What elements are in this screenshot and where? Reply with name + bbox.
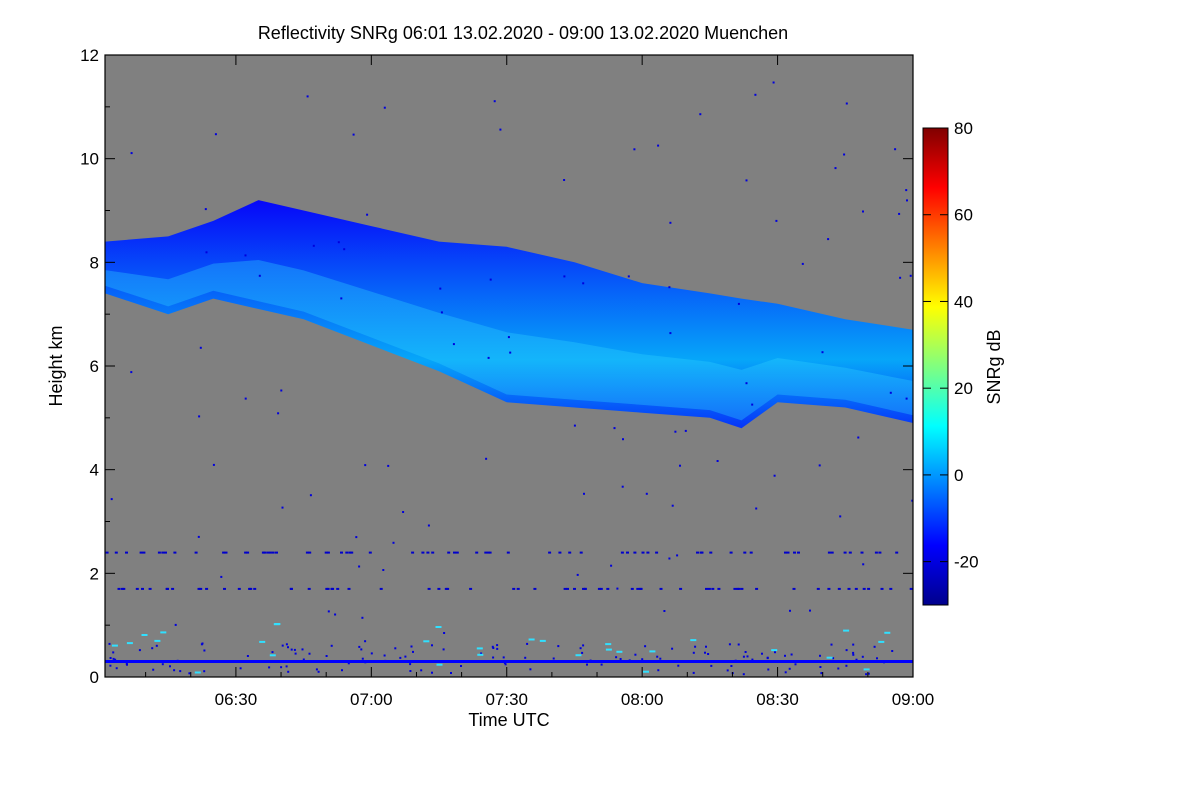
colorbar-ticks: -20 0 20 40 60 80 xyxy=(923,119,979,572)
y-tick-label: 12 xyxy=(80,46,99,65)
x-tick-label: 08:30 xyxy=(756,690,799,709)
colorbar-label: SNRg dB xyxy=(984,329,1004,404)
y-tick-label: 10 xyxy=(80,150,99,169)
x-axis: 06:30 07:00 07:30 08:00 08:30 09:00 xyxy=(145,55,935,709)
x-axis-label: Time UTC xyxy=(468,710,549,730)
x-tick-label: 06:30 xyxy=(215,690,258,709)
colorbar-tick-label: 40 xyxy=(954,292,973,311)
colorbar-tick-label: 60 xyxy=(954,206,973,225)
colorbar-tick-label: 0 xyxy=(954,466,963,485)
noise-layer xyxy=(105,81,913,676)
y-tick-label: 8 xyxy=(90,253,99,272)
x-tick-label: 07:00 xyxy=(350,690,393,709)
x-tick-label: 08:00 xyxy=(621,690,664,709)
colorbar xyxy=(922,127,949,606)
colorbar-tick-label: -20 xyxy=(954,553,979,572)
y-axis: 0 2 4 6 8 10 12 xyxy=(80,46,913,687)
ground-clutter-layer xyxy=(105,660,913,663)
colorbar-tick-label: 80 xyxy=(954,119,973,138)
x-tick-label: 07:30 xyxy=(485,690,528,709)
x-tick-label: 09:00 xyxy=(892,690,935,709)
chart-title: Reflectivity SNRg 06:01 13.02.2020 - 09:… xyxy=(258,23,788,43)
colorbar-tick-label: 20 xyxy=(954,379,973,398)
cloud-highlight xyxy=(105,260,913,421)
y-tick-label: 6 xyxy=(90,357,99,376)
y-tick-label: 2 xyxy=(90,564,99,583)
cloud-layer xyxy=(105,200,913,429)
y-axis-label: Height km xyxy=(46,325,66,406)
y-tick-label: 0 xyxy=(90,668,99,687)
y-tick-label: 4 xyxy=(90,461,99,480)
